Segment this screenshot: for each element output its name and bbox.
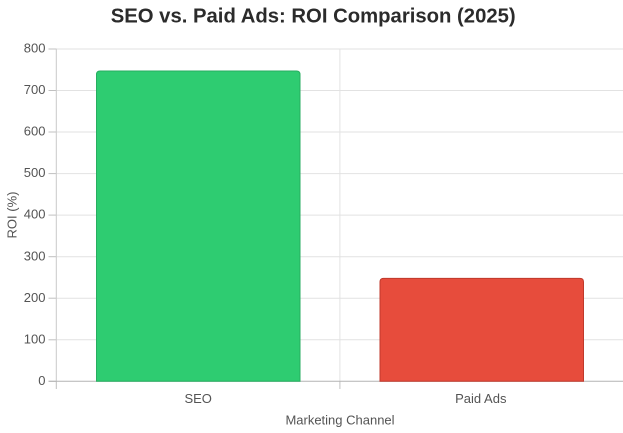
svg-text:ROI (%): ROI (%)	[5, 192, 20, 239]
svg-text:Paid Ads: Paid Ads	[455, 391, 507, 406]
svg-text:200: 200	[24, 290, 46, 305]
svg-text:700: 700	[24, 82, 46, 97]
svg-text:100: 100	[24, 331, 46, 346]
svg-text:SEO: SEO	[184, 391, 211, 406]
svg-text:600: 600	[24, 124, 46, 139]
svg-text:800: 800	[24, 41, 46, 56]
svg-text:500: 500	[24, 165, 46, 180]
svg-text:0: 0	[38, 373, 45, 388]
svg-text:400: 400	[24, 207, 46, 222]
svg-text:SEO vs. Paid Ads: ROI Comparis: SEO vs. Paid Ads: ROI Comparison (2025)	[111, 6, 516, 28]
svg-text:300: 300	[24, 248, 46, 263]
svg-text:Marketing Channel: Marketing Channel	[285, 412, 394, 427]
